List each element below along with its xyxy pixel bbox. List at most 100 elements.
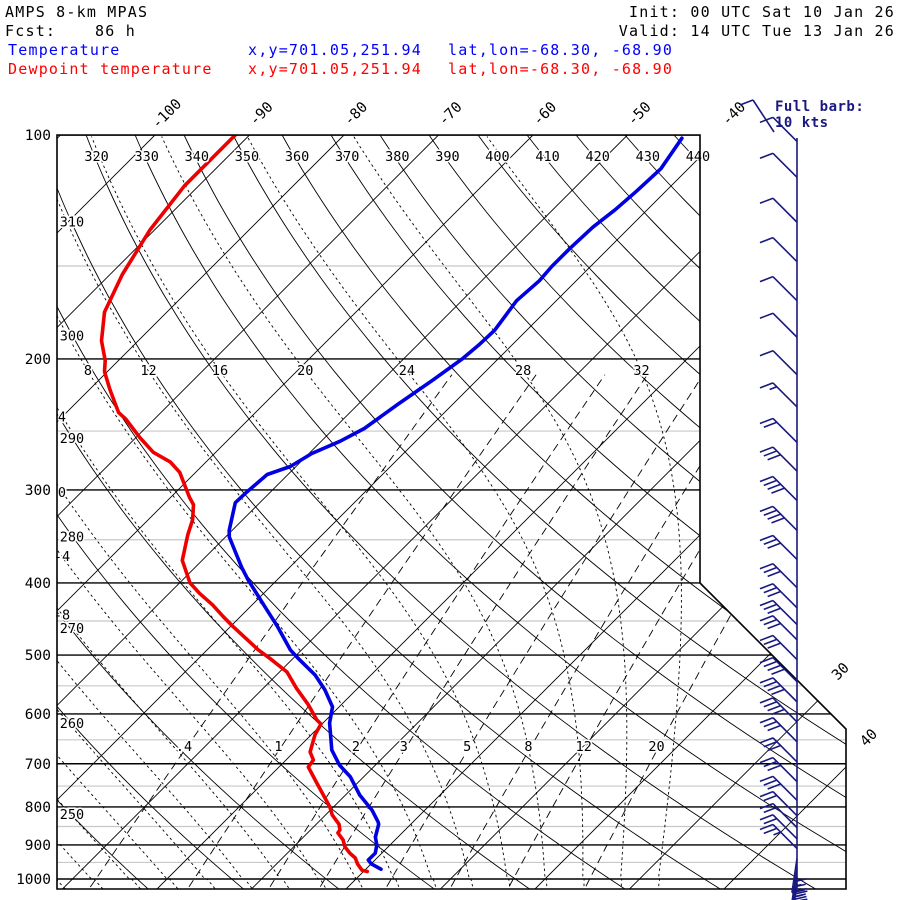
legend-temperature-latlon: lat,lon=-68.30, -68.90 (448, 41, 674, 59)
pressure-label: 100 (25, 128, 51, 144)
pressure-label: 1000 (16, 872, 51, 888)
init-label: Init: (628, 3, 681, 21)
wind-barb (759, 656, 798, 683)
isotherms (57, 135, 846, 889)
wind-barb (759, 775, 798, 801)
isotherm-label-top: -80 (341, 99, 371, 129)
wind-barb (759, 505, 798, 531)
wind-barb (759, 475, 798, 502)
wind-barb (759, 677, 798, 703)
wind-barb-legend: Full barb: 10 kts (775, 99, 864, 131)
pressure-label: 900 (25, 838, 51, 854)
dry-adiabat-label-left: 270 (60, 621, 84, 637)
pressure-label: 200 (25, 352, 51, 368)
wind-barb (759, 802, 798, 829)
moist-adiabat-label-left: 0 (58, 485, 66, 501)
plot-area (57, 135, 846, 889)
wind-barb (759, 312, 798, 338)
dry-adiabat-label: 350 (235, 149, 259, 165)
dry-adiabat-label: 360 (285, 149, 309, 165)
wind-barb (759, 790, 798, 817)
pressure-label: 400 (25, 576, 51, 592)
dry-adiabat-label: 320 (84, 149, 108, 165)
moist-adiabat-label: 20 (297, 363, 313, 379)
pressure-label: 600 (25, 707, 51, 723)
model-title: AMPS 8-km MPAS (5, 3, 149, 21)
isotherm-label-top: -90 (247, 99, 277, 129)
legend-example-barb (739, 99, 775, 133)
mixing-ratio-label: 8 (524, 739, 532, 755)
wind-barb (759, 236, 798, 263)
moist-adiabat-label: 24 (399, 363, 415, 379)
mixing-ratio-label: 12 (576, 739, 592, 755)
wind-barb (759, 534, 798, 561)
isotherm-label-top: -50 (625, 99, 655, 129)
moist-adiabat-label-left: 4 (58, 410, 66, 426)
wind-barb (759, 583, 798, 609)
wind-barb (759, 562, 798, 589)
dry-adiabat-label: 410 (535, 149, 559, 165)
dry-adiabat-label: 440 (686, 149, 710, 165)
init-time: Init: 00 UTC Sat 10 Jan 26 (629, 3, 895, 21)
dry-adiabat-label: 340 (185, 149, 209, 165)
wind-barb (759, 197, 798, 223)
wind-barb (759, 152, 798, 178)
pressure-gridlines-major (57, 135, 846, 880)
mixing-ratio-label: 5 (463, 739, 471, 755)
mixing-ratio-label: .4 (176, 739, 192, 755)
wind-barb (792, 876, 808, 900)
moist-adiabat-label: 8 (84, 363, 92, 379)
wind-barb (759, 634, 798, 661)
wind-barb (759, 417, 798, 444)
dewpoint-curve (99, 135, 370, 874)
dry-adiabat-label-left: 280 (60, 530, 84, 546)
wind-barb (759, 814, 798, 840)
dry-adiabat-label: 390 (435, 149, 459, 165)
pressure-label: 700 (25, 757, 51, 773)
wind-barb (759, 599, 798, 626)
moist-adiabat-label: 16 (212, 363, 228, 379)
wind-barb (759, 275, 798, 302)
valid-value: 14 UTC Tue 13 Jan 26 (690, 22, 895, 40)
moist-adiabats (57, 136, 682, 889)
isotherm-label-top: -60 (530, 99, 560, 129)
isotherm-label-right: 30 (829, 660, 853, 684)
fcst-label: Fcst: (5, 22, 57, 40)
mixing-ratio-label: 2 (352, 739, 360, 755)
forecast-hour: Fcst: 86 h (5, 22, 136, 40)
valid-label: Valid: (618, 22, 681, 40)
legend-dewpoint-latlon: lat,lon=-68.30, -68.90 (448, 60, 674, 78)
dry-adiabat-label: 370 (335, 149, 359, 165)
wind-barb (759, 697, 798, 723)
dry-adiabat-label: 420 (586, 149, 610, 165)
mixing-ratio-label: 20 (648, 739, 664, 755)
dry-adiabat-label-left: 250 (60, 807, 84, 823)
wind-barb (759, 382, 798, 408)
wind-barb-legend-line1: Full barb: (775, 99, 865, 115)
wind-barb (759, 737, 798, 763)
legend-dewpoint-name: Dewpoint temperature (8, 60, 213, 78)
dry-adiabat-label-left: 260 (60, 716, 84, 732)
dry-adiabat-label: 400 (485, 149, 509, 165)
wind-barb (759, 446, 798, 472)
isotherm-label-right: 40 (857, 726, 881, 750)
moist-adiabat-label: 32 (633, 363, 649, 379)
dry-adiabat-label: 330 (134, 149, 158, 165)
legend-temperature-name: Temperature (8, 41, 121, 59)
wind-barb (759, 756, 798, 783)
pressure-label: 500 (25, 648, 51, 664)
temperature-curve (227, 136, 684, 871)
wind-barb (759, 823, 798, 850)
pressure-label: 800 (25, 800, 51, 816)
fcst-value: 86 h (95, 22, 136, 40)
moist-adiabat-label: 12 (140, 363, 156, 379)
isotherm-label-top: -100 (149, 96, 185, 132)
dry-adiabat-label-left: 290 (60, 431, 84, 447)
wind-barb (759, 615, 798, 641)
moist-adiabat-label: 28 (515, 363, 531, 379)
mixing-ratio-lines (82, 374, 846, 889)
valid-time: Valid: 14 UTC Tue 13 Jan 26 (619, 22, 895, 40)
